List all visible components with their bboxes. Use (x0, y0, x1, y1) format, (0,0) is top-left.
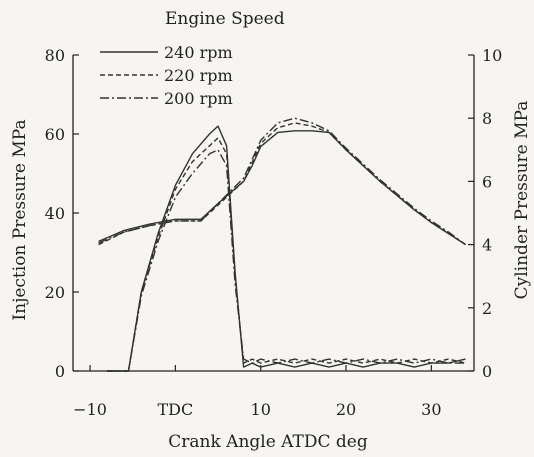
x-tick-label: 20 (336, 400, 356, 419)
legend-label: 220 rpm (164, 66, 233, 85)
legend-title: Engine Speed (165, 9, 285, 29)
y-right-tick-label: 4 (482, 236, 492, 255)
x-tick-label: 10 (251, 400, 271, 419)
series-line-injection-240-rpm (107, 125, 466, 372)
series-line-injection-220-rpm (107, 137, 466, 372)
y-left-tick-label: 80 (45, 46, 65, 65)
y-right-tick-label: 6 (482, 172, 492, 191)
x-tick-label: −10 (73, 400, 107, 419)
y-left-tick-label: 40 (45, 204, 65, 223)
y-right-tick-label: 10 (482, 46, 502, 65)
series-line-cylinder-220-rpm (98, 122, 466, 246)
y-right-tick-label: 2 (482, 299, 492, 318)
series-line-injection-200-rpm (107, 149, 466, 372)
legend-label: 240 rpm (164, 43, 233, 62)
x-tick-label: TDC (158, 400, 194, 419)
legend: Engine Speed 240 rpm 220 rpm 200 rpm (100, 9, 285, 108)
y-right-tick-label: 8 (482, 109, 492, 128)
series-line-cylinder-200-rpm (98, 117, 466, 246)
y-axis-right-label: Cylinder Pressure MPa (512, 101, 532, 300)
y-axis-left-label: Injection Pressure MPa (10, 119, 30, 320)
y-left-tick-label: 60 (45, 125, 65, 144)
x-axis-label: Crank Angle ATDC deg (168, 432, 368, 452)
y-right-tick-label: 0 (482, 362, 492, 381)
series-line-cylinder-240-rpm (98, 130, 466, 246)
y-left-tick-label: 0 (55, 362, 65, 381)
x-tick-label: 30 (421, 400, 441, 419)
legend-label: 200 rpm (164, 89, 233, 108)
y-left-tick-label: 20 (45, 283, 65, 302)
